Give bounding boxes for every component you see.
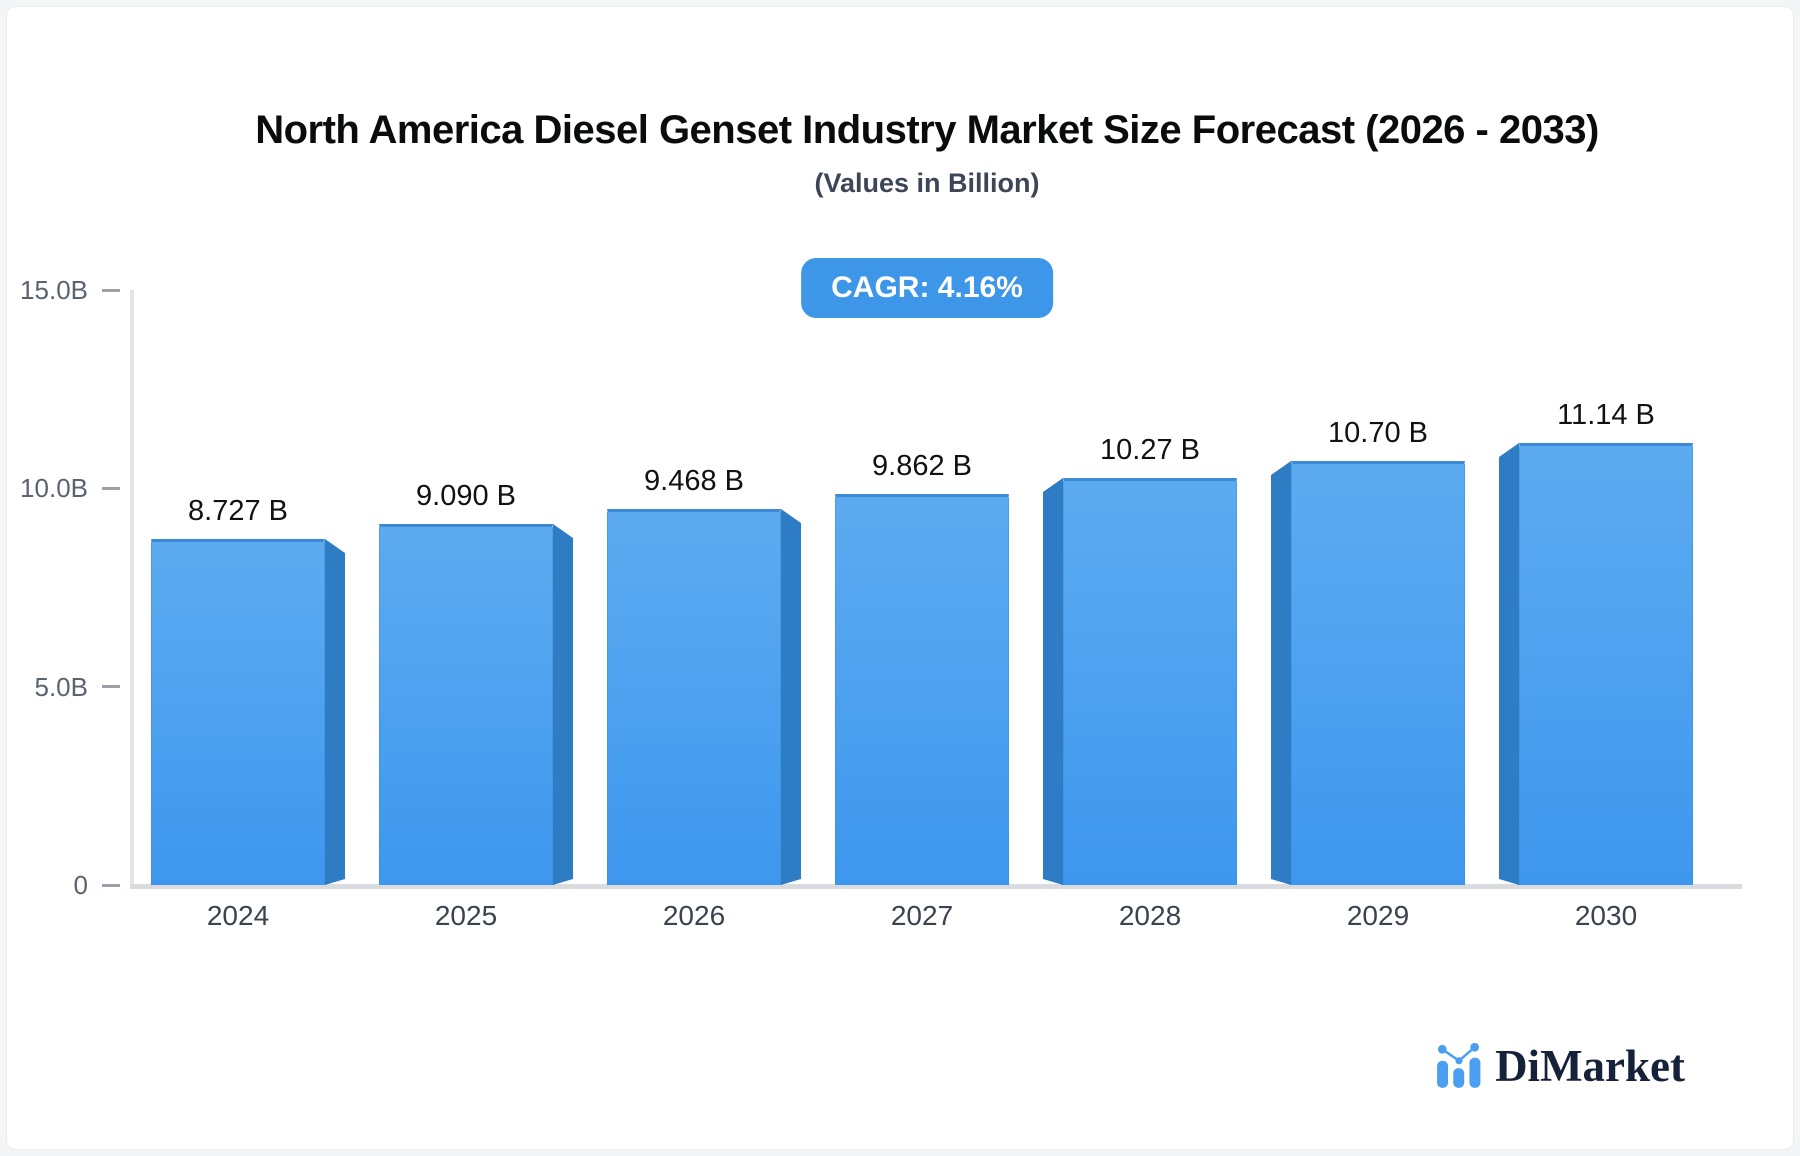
x-tick-label-2025: 2025	[434, 900, 498, 931]
bar-value-label-2025: 9.090 B	[416, 480, 516, 512]
x-tick-label-2026: 2026	[662, 900, 726, 931]
bar-value-label-2027: 9.862 B	[872, 450, 972, 482]
bar-side-face-2024	[325, 539, 345, 885]
x-tick-label-2028: 2028	[1118, 900, 1182, 931]
bar-value-label-2024: 8.727 B	[188, 495, 288, 527]
bar-face-2025	[379, 524, 553, 885]
x-axis-line	[130, 884, 1742, 889]
bar-side-face-2030	[1499, 443, 1519, 885]
bar-side-face-2026	[781, 509, 801, 885]
bar-side-face-2029	[1271, 461, 1291, 885]
bar-face-2026	[607, 509, 781, 885]
x-tick-label-2029: 2029	[1346, 900, 1410, 931]
y-tick-label: 15.0B	[20, 275, 88, 305]
x-tick-label-2027: 2027	[890, 900, 954, 931]
chart-title: North America Diesel Genset Industry Mar…	[255, 108, 1599, 152]
bar-face-2030	[1519, 443, 1693, 885]
bar-value-label-2028: 10.27 B	[1100, 434, 1200, 466]
y-tick-label: 0	[73, 870, 88, 900]
bar-side-face-2025	[553, 524, 573, 885]
cagr-badge: CAGR: 4.16%	[801, 258, 1053, 318]
y-tick	[102, 883, 120, 887]
bar-value-label-2029: 10.70 B	[1328, 417, 1428, 449]
x-tick-label-2024: 2024	[206, 900, 270, 931]
bar-face-2028	[1063, 478, 1237, 885]
bar-value-label-2030: 11.14 B	[1557, 399, 1655, 431]
mini-bar-chart-icon	[1437, 1042, 1481, 1088]
y-tick	[102, 486, 120, 490]
bar-side-face-2028	[1043, 478, 1063, 885]
y-tick	[102, 685, 120, 689]
bar-face-2029	[1291, 461, 1465, 885]
bar-value-label-2026: 9.468 B	[644, 465, 744, 497]
bar-face-2024	[151, 539, 325, 885]
y-axis-line	[130, 290, 134, 887]
bar-face-2027	[835, 494, 1009, 885]
chart-subtitle: (Values in Billion)	[814, 168, 1040, 198]
y-tick	[102, 288, 120, 292]
brand-name: DiMarket	[1495, 1041, 1685, 1091]
x-tick-label-2030: 2030	[1574, 900, 1638, 931]
y-tick-label: 10.0B	[20, 473, 88, 504]
y-tick-label: 5.0B	[34, 671, 89, 702]
brand-logo: DiMarket	[1436, 1036, 1685, 1096]
